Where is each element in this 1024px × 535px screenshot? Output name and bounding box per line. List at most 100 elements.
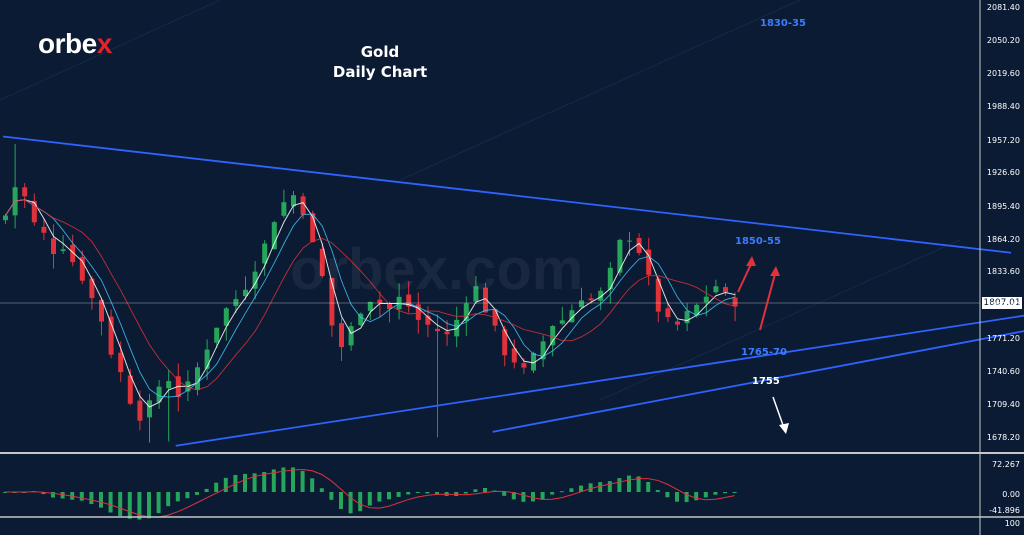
candle-body bbox=[588, 298, 594, 301]
candle-body bbox=[291, 195, 296, 207]
oscillator-histogram bbox=[3, 467, 737, 520]
oscillator-bar bbox=[51, 492, 55, 498]
annotation-downside: 1755 bbox=[752, 376, 780, 387]
title-line-1: Gold bbox=[360, 43, 400, 61]
candle-body bbox=[262, 243, 268, 264]
oscillator-bar bbox=[252, 473, 257, 492]
candle-body bbox=[473, 286, 479, 302]
oscillator-bar bbox=[675, 492, 679, 502]
oscillator-bar bbox=[627, 475, 631, 492]
y-tick-label: 1802.40 bbox=[986, 300, 1020, 310]
candle-body bbox=[252, 271, 258, 289]
candle-body bbox=[627, 240, 632, 242]
candle-body bbox=[195, 367, 200, 391]
watermark-text: orbex.com bbox=[290, 237, 584, 302]
logo-prefix: orbe bbox=[38, 28, 97, 59]
candle-body bbox=[89, 278, 95, 299]
candle-body bbox=[377, 299, 383, 304]
y-tick-label: 2019.60 bbox=[986, 69, 1020, 79]
candle-body bbox=[559, 320, 565, 324]
y-tick-label: 1895.40 bbox=[986, 201, 1020, 211]
trendlines bbox=[2, 135, 1024, 447]
moving-average-line bbox=[5, 199, 736, 398]
candle-body bbox=[367, 301, 373, 311]
candle-body bbox=[127, 375, 133, 404]
candle-body bbox=[166, 381, 172, 389]
oscillator-bar bbox=[473, 489, 478, 492]
oscillator-bar bbox=[598, 482, 603, 492]
candle-body bbox=[300, 196, 306, 215]
oscillator-bar bbox=[713, 492, 718, 495]
y-tick-label: 1740.60 bbox=[986, 366, 1020, 376]
annotation-upper-target: 1830-35 bbox=[760, 18, 806, 29]
annotation-support: 1765-70 bbox=[741, 347, 787, 358]
arrow-down-head bbox=[779, 423, 789, 434]
oscillator-bar bbox=[118, 492, 123, 516]
candle-body bbox=[310, 213, 316, 243]
trendline bbox=[492, 330, 1024, 433]
candle-body bbox=[425, 315, 431, 325]
oscillator-bar bbox=[60, 492, 65, 499]
current-price-tag: 1807.01 bbox=[982, 297, 1022, 309]
oscillator-bar bbox=[646, 482, 651, 492]
candle-body bbox=[713, 286, 719, 293]
oscillator-bar bbox=[108, 492, 113, 513]
candle-body bbox=[511, 348, 517, 363]
oscillator-bar bbox=[262, 472, 267, 492]
y-tick-label: 1926.60 bbox=[986, 168, 1020, 178]
candle-body bbox=[684, 311, 690, 324]
candle-body bbox=[655, 278, 661, 312]
candle-body bbox=[415, 304, 421, 320]
oscillator-bar bbox=[329, 492, 334, 500]
candle-body bbox=[223, 308, 229, 326]
candle-body bbox=[598, 290, 604, 301]
candle-body bbox=[348, 326, 354, 346]
candle-body bbox=[435, 328, 440, 332]
candle-body bbox=[502, 329, 508, 356]
oscillator-signal-line bbox=[5, 468, 735, 518]
candle-body bbox=[243, 289, 248, 297]
arrow-up-2 bbox=[759, 273, 776, 331]
oscillator-bar bbox=[415, 492, 420, 493]
candle-body bbox=[281, 202, 287, 216]
oscillator-bar bbox=[166, 492, 171, 507]
y-tick-label: 1833.60 bbox=[986, 267, 1020, 277]
oscillator-bar bbox=[156, 492, 161, 514]
candle-body bbox=[204, 349, 210, 369]
candle-body bbox=[3, 215, 8, 221]
candle-body bbox=[118, 352, 124, 373]
oscillator-tick-label: -41.896 bbox=[989, 506, 1020, 515]
oscillator-bar bbox=[339, 492, 343, 509]
oscillator-bar bbox=[271, 469, 276, 492]
oscillator-bar bbox=[531, 492, 535, 502]
oscillator-bar bbox=[463, 492, 468, 494]
candle-body bbox=[108, 316, 114, 355]
diagonal-pattern bbox=[0, 0, 961, 401]
y-tick-label: 1771.20 bbox=[986, 333, 1020, 343]
y-tick-label: 1988.40 bbox=[986, 102, 1020, 112]
oscillator-bar bbox=[348, 492, 353, 514]
candle-body bbox=[214, 327, 220, 343]
candle-body bbox=[636, 237, 642, 253]
candle-body bbox=[319, 248, 325, 276]
title-line-2: Daily Chart bbox=[332, 63, 428, 81]
oscillator-bar bbox=[454, 492, 459, 497]
arrow-up-2-head bbox=[770, 266, 780, 276]
candle-body bbox=[271, 222, 277, 250]
oscillator-bar bbox=[214, 482, 219, 492]
oscillator-bar bbox=[89, 492, 94, 504]
oscillator-bar bbox=[41, 492, 46, 495]
oscillator-bar bbox=[137, 492, 142, 520]
oscillator-bar bbox=[607, 481, 612, 492]
candle-body bbox=[675, 321, 680, 325]
moving-average-line bbox=[5, 199, 736, 391]
candle-body bbox=[358, 313, 364, 326]
oscillator-bar bbox=[387, 492, 391, 500]
candle-body bbox=[41, 226, 47, 233]
candle-body bbox=[329, 277, 335, 326]
oscillator-bar bbox=[435, 492, 439, 495]
candle-body bbox=[137, 400, 143, 421]
candle-body bbox=[22, 187, 28, 197]
orbex-logo: orbex bbox=[38, 28, 112, 60]
